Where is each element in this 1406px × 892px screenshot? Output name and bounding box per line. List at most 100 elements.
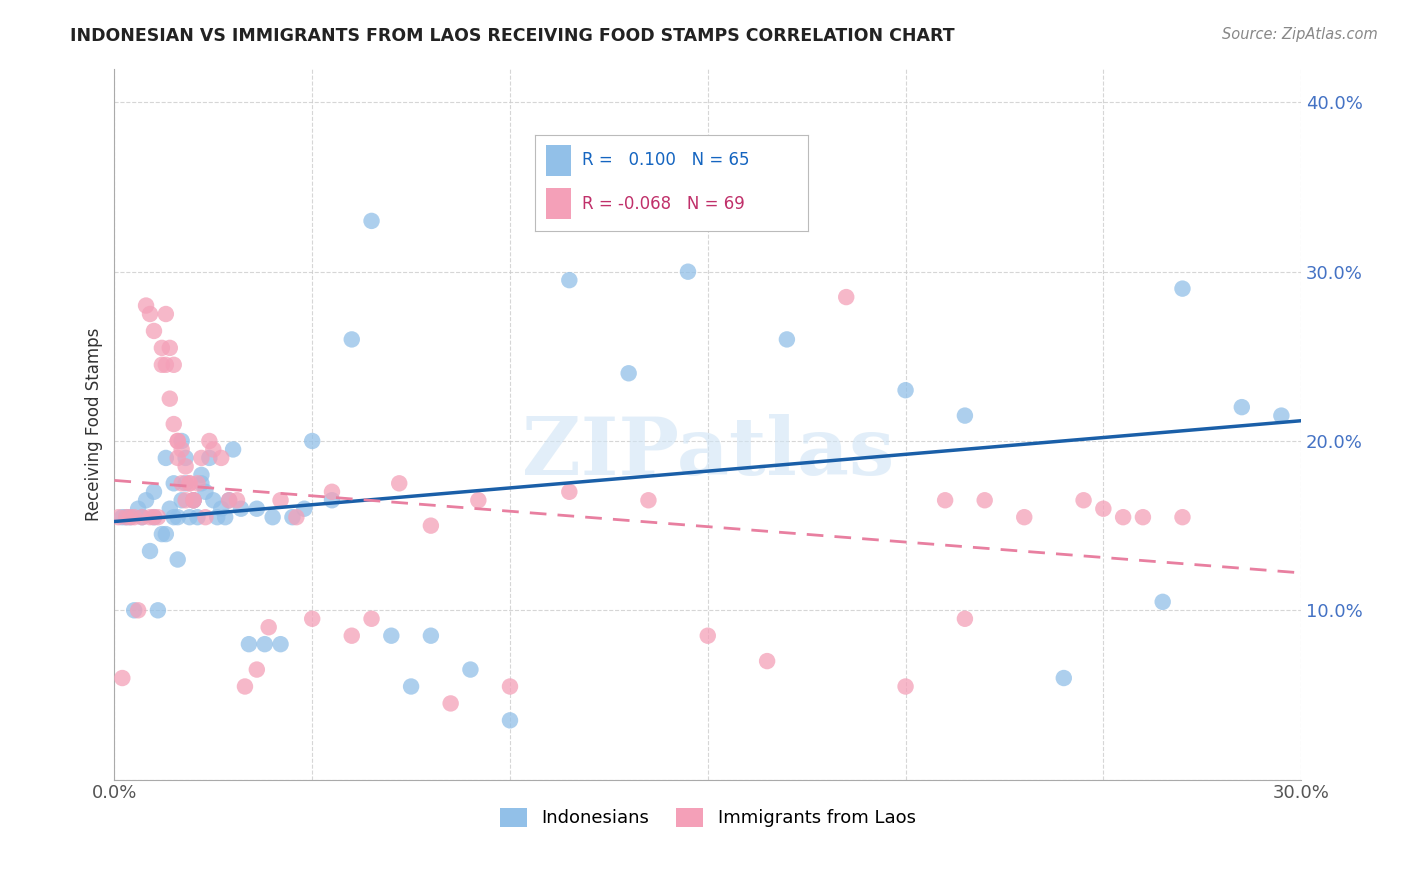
Point xyxy=(321,493,343,508)
Point xyxy=(1132,510,1154,524)
Point xyxy=(270,637,292,651)
Point xyxy=(953,612,976,626)
Point xyxy=(155,450,177,465)
Point xyxy=(120,510,142,524)
Legend: Indonesians, Immigrants from Laos: Indonesians, Immigrants from Laos xyxy=(492,801,922,835)
Point xyxy=(150,341,173,355)
Point xyxy=(399,680,422,694)
Point xyxy=(238,637,260,651)
Point xyxy=(139,544,162,558)
Point xyxy=(257,620,280,634)
Point xyxy=(360,612,382,626)
Point xyxy=(1073,493,1095,508)
Point xyxy=(127,603,149,617)
Point xyxy=(202,493,225,508)
Text: R = -0.068   N = 69: R = -0.068 N = 69 xyxy=(582,194,744,213)
Point xyxy=(776,333,799,347)
Point xyxy=(953,409,976,423)
Point xyxy=(155,358,177,372)
Point xyxy=(135,299,157,313)
Point xyxy=(1230,400,1253,414)
Point xyxy=(131,510,153,524)
Point xyxy=(262,510,284,524)
Y-axis label: Receiving Food Stamps: Receiving Food Stamps xyxy=(86,327,103,521)
Point xyxy=(111,671,134,685)
Point xyxy=(143,510,166,524)
Point xyxy=(499,680,522,694)
Point xyxy=(174,493,197,508)
Point xyxy=(115,510,138,524)
Text: R =   0.100   N = 65: R = 0.100 N = 65 xyxy=(582,152,749,169)
Point xyxy=(1152,595,1174,609)
Point xyxy=(186,510,208,524)
Point xyxy=(174,476,197,491)
Point xyxy=(301,434,323,448)
Point xyxy=(143,484,166,499)
Point xyxy=(146,603,169,617)
Point xyxy=(166,434,188,448)
Point xyxy=(170,476,193,491)
Point xyxy=(1092,501,1115,516)
Point xyxy=(163,510,186,524)
Point xyxy=(166,552,188,566)
Point xyxy=(155,307,177,321)
Point xyxy=(190,476,212,491)
Point xyxy=(894,680,917,694)
Point xyxy=(150,358,173,372)
Point xyxy=(183,493,205,508)
Point xyxy=(253,637,276,651)
Point xyxy=(179,476,201,491)
Point xyxy=(973,493,995,508)
Point xyxy=(1270,409,1292,423)
Point xyxy=(246,663,269,677)
Point xyxy=(120,510,142,524)
Point xyxy=(135,493,157,508)
Point xyxy=(934,493,956,508)
Point xyxy=(115,510,138,524)
Point xyxy=(894,383,917,397)
Point xyxy=(170,493,193,508)
Point xyxy=(139,510,162,524)
Point xyxy=(166,510,188,524)
Point xyxy=(163,358,186,372)
Point xyxy=(321,484,343,499)
FancyBboxPatch shape xyxy=(546,188,571,219)
Point xyxy=(246,501,269,516)
Point xyxy=(170,442,193,457)
Point xyxy=(155,527,177,541)
Text: ZIPatlas: ZIPatlas xyxy=(522,414,894,491)
Text: INDONESIAN VS IMMIGRANTS FROM LAOS RECEIVING FOOD STAMPS CORRELATION CHART: INDONESIAN VS IMMIGRANTS FROM LAOS RECEI… xyxy=(70,27,955,45)
Point xyxy=(1053,671,1076,685)
Point xyxy=(218,493,240,508)
Point xyxy=(440,697,463,711)
Point xyxy=(756,654,779,668)
Point xyxy=(111,510,134,524)
Point xyxy=(340,333,363,347)
Point xyxy=(419,629,441,643)
Point xyxy=(558,484,581,499)
Point xyxy=(233,680,256,694)
Point xyxy=(198,450,221,465)
Point xyxy=(183,493,205,508)
Point xyxy=(209,501,232,516)
Point xyxy=(360,214,382,228)
Point xyxy=(159,501,181,516)
Point xyxy=(159,341,181,355)
Point xyxy=(1012,510,1035,524)
Point xyxy=(194,510,217,524)
Point xyxy=(143,324,166,338)
Point xyxy=(209,450,232,465)
Point xyxy=(170,434,193,448)
Point xyxy=(190,467,212,482)
Point xyxy=(222,442,245,457)
Point xyxy=(179,476,201,491)
Point xyxy=(146,510,169,524)
Point xyxy=(218,493,240,508)
Point xyxy=(285,510,308,524)
Point xyxy=(380,629,402,643)
Point xyxy=(194,484,217,499)
Point xyxy=(198,434,221,448)
Point xyxy=(127,501,149,516)
Point xyxy=(637,493,659,508)
Point xyxy=(174,450,197,465)
